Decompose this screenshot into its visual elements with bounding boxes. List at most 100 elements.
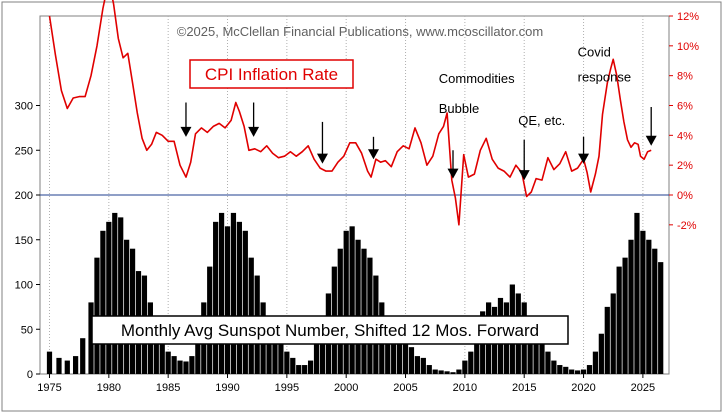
x-tick-label: 1985 xyxy=(156,382,180,394)
arrow-head xyxy=(367,149,379,160)
cpi-line xyxy=(48,0,652,226)
sunspot-bar xyxy=(361,248,367,374)
sunspot-bar xyxy=(106,221,112,374)
sunspot-bar xyxy=(456,369,462,374)
sunspot-bar xyxy=(646,239,652,374)
sunspot-bar xyxy=(302,365,308,374)
annotation-label: Commodities xyxy=(439,71,515,86)
right-tick-label: 10% xyxy=(677,41,699,53)
subtitle-box-border xyxy=(91,315,569,345)
sunspot-bar xyxy=(468,351,474,374)
x-tick-label: 1995 xyxy=(275,382,299,394)
sunspot-bar xyxy=(396,333,403,374)
annotation-label: response xyxy=(578,70,631,85)
right-tick-label: 4% xyxy=(677,130,693,142)
sunspot-bar xyxy=(319,315,326,374)
sunspot-bar xyxy=(313,338,320,374)
sunspot-bar xyxy=(278,342,284,374)
x-tick-label: 1980 xyxy=(97,382,121,394)
title-box-border xyxy=(189,59,354,89)
right-y-axis: 12% 10% 8% 6% 4% 2% 0% -2% xyxy=(669,11,699,232)
sunspot-bar xyxy=(171,356,177,374)
sunspot-bar xyxy=(545,351,551,374)
sunspot-bar xyxy=(533,338,539,374)
x-axis: 1975 1980 1985 1990 1995 2000 2005 2010 2015 2020… xyxy=(37,374,655,394)
right-tick-label: 12% xyxy=(677,11,699,23)
arrow-head xyxy=(447,168,459,179)
annotations: Commodities Bubble Covid response QE, etc. xyxy=(439,44,631,128)
annotation-label: Bubble xyxy=(439,101,479,116)
sunspot-bar xyxy=(284,351,290,374)
sunspot-bar xyxy=(165,351,171,374)
sunspot-bar xyxy=(213,221,219,374)
left-tick-label: 150 xyxy=(15,235,33,247)
sunspot-bar xyxy=(557,365,563,374)
x-tick-label: 2015 xyxy=(512,382,536,394)
left-tick-label: 300 xyxy=(15,101,33,113)
sunspot-bar xyxy=(80,338,86,374)
right-tick-label: -2% xyxy=(677,220,697,232)
sunspot-bar xyxy=(355,239,361,374)
sunspot-bar xyxy=(343,230,349,374)
sunspot-bar xyxy=(242,230,248,374)
left-y-axis: 0 50 100 150 200 250 300 xyxy=(15,101,40,381)
annotation-label: QE, etc. xyxy=(518,113,565,128)
sunspot-bar xyxy=(290,357,296,374)
x-tick-label: 2025 xyxy=(631,382,655,394)
sunspot-bar xyxy=(159,333,165,374)
sunspot-bar xyxy=(189,356,195,374)
arrow-head xyxy=(316,153,328,164)
sunspot-bar xyxy=(598,333,604,374)
left-tick-label: 100 xyxy=(15,280,33,292)
sunspot-bar xyxy=(658,262,664,374)
sunspot-bar xyxy=(450,372,456,374)
sunspot-bar xyxy=(46,351,53,374)
x-tick-label: 2000 xyxy=(334,382,358,394)
sunspot-bar xyxy=(230,212,237,374)
cpi-line-group xyxy=(48,0,652,226)
chart-title: CPI Inflation Rate xyxy=(205,65,338,84)
arrow-head xyxy=(248,126,260,137)
right-tick-label: 0% xyxy=(677,190,693,202)
sunspot-bar xyxy=(414,356,421,374)
sunspot-bar xyxy=(307,360,314,374)
sunspot-bar xyxy=(100,230,106,374)
sunspot-bar xyxy=(88,302,94,374)
sunspot-bar xyxy=(444,371,450,374)
sunspot-bar xyxy=(628,239,634,374)
sunspot-bar xyxy=(224,226,231,374)
sunspot-bar xyxy=(420,357,426,374)
sunspot-bar xyxy=(610,293,616,374)
sunspot-bar xyxy=(385,320,391,374)
sunspot-bar xyxy=(474,329,480,374)
chart-subtitle: Monthly Avg Sunspot Number, Shifted 12 M… xyxy=(121,321,539,340)
sunspot-bar xyxy=(124,239,130,374)
sunspot-bar xyxy=(218,212,225,374)
sunspot-bar xyxy=(432,369,438,374)
sunspot-bar xyxy=(177,360,183,374)
arrow-head xyxy=(518,170,530,181)
sunspot-bar xyxy=(118,217,124,374)
sunspot-bar xyxy=(337,248,343,374)
arrow-head xyxy=(645,135,657,146)
right-tick-label: 8% xyxy=(677,71,693,83)
left-tick-label: 250 xyxy=(15,145,33,157)
x-tick-label: 1975 xyxy=(37,382,61,394)
sunspot-bar xyxy=(622,257,628,374)
sunspot-bar xyxy=(266,320,272,374)
sunspot-bar xyxy=(563,366,569,374)
sunspot-bar xyxy=(592,351,599,374)
left-tick-label: 0 xyxy=(27,369,33,381)
left-tick-label: 200 xyxy=(15,190,33,202)
sunspot-bar xyxy=(153,324,159,374)
x-tick-label: 2020 xyxy=(571,382,595,394)
left-tick-label: 50 xyxy=(21,324,33,336)
sunspot-bar xyxy=(349,226,355,374)
sunspot-bar xyxy=(634,212,640,374)
title-box: CPI Inflation Rate xyxy=(189,59,354,89)
sunspot-bar xyxy=(616,266,622,374)
right-tick-label: 2% xyxy=(677,160,693,172)
sunspot-bar xyxy=(64,360,70,374)
